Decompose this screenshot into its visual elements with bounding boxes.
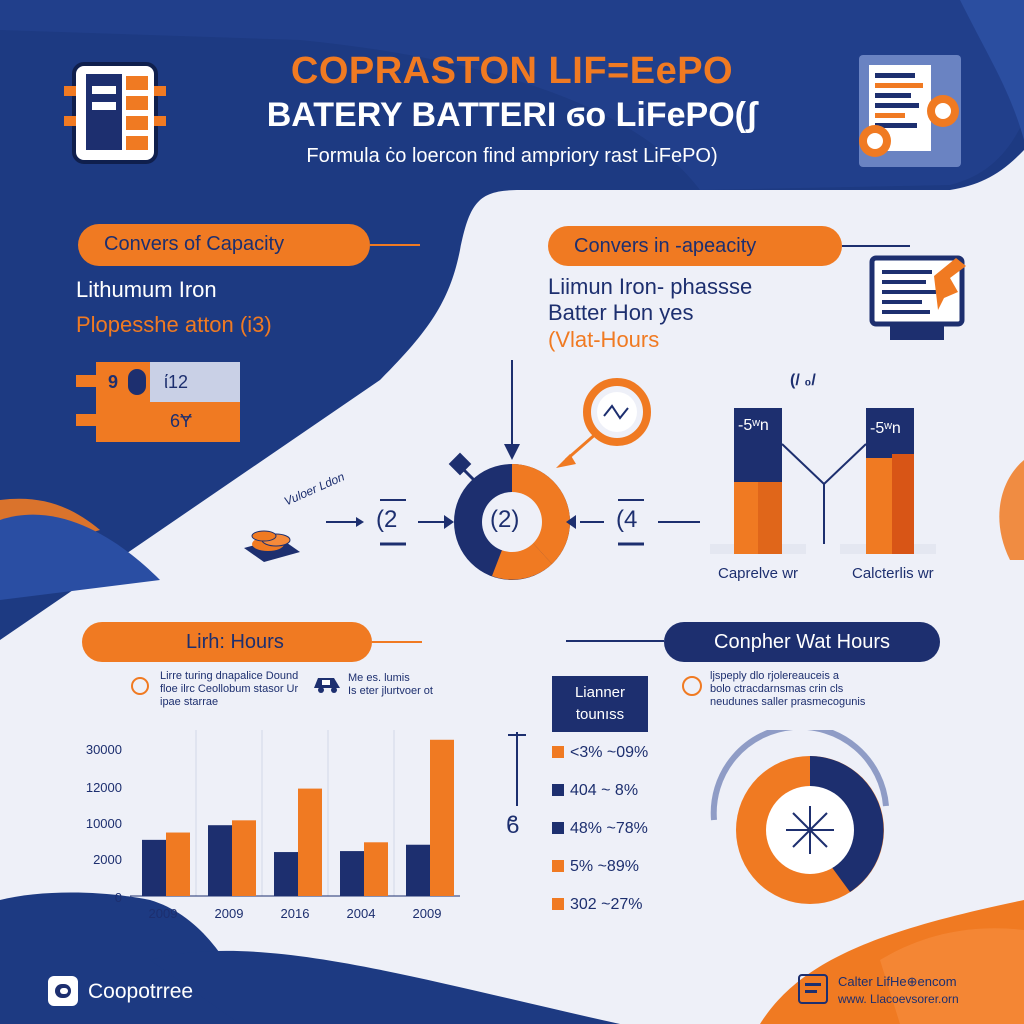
mini-bars (710, 408, 936, 554)
chart-bar-2-1 (166, 832, 190, 896)
chart-y-tick: 0 (114, 890, 122, 905)
chart-y-tick: 10000 (85, 816, 122, 831)
bottom-right-note: ljspeply dlo rjolereauceis a bolo ctracd… (710, 670, 866, 708)
left-line-2: Plopesshe atton (i3) (76, 312, 272, 337)
legend-axis-mark: ϐ (506, 812, 520, 839)
logo-icon (48, 976, 78, 1006)
bottom-left-note-a: Lirre turing dnapalice Dound floe ilrc C… (160, 670, 299, 708)
chart-x-tick: 2004 (346, 906, 376, 921)
legend-label: 404 ~ 8% (570, 782, 639, 799)
monitor-icon (869, 255, 966, 340)
footer-right-line1: Calter LifHe⊕encom (838, 974, 957, 989)
legend-title-line2: tounıss (575, 706, 625, 723)
legend-swatch (552, 860, 564, 872)
chart-y-tick: 12000 (85, 780, 122, 795)
left-line-1: Lithumum Iron (76, 277, 217, 302)
legend-swatch (552, 898, 564, 910)
info-circle-icon (131, 677, 149, 695)
bottom-right-pill: Conpher Wat Hours (664, 622, 940, 662)
pill-connector-bottom-right (566, 640, 664, 642)
document-icon (859, 55, 961, 167)
chart-bar-1-2 (208, 825, 232, 896)
capacity-dot (128, 369, 146, 395)
legend-item: 302 ~27% (552, 896, 643, 914)
info-circle-icon-right (682, 676, 702, 696)
legend-swatch (552, 746, 564, 758)
flow-step-left: (2 (376, 506, 398, 533)
chart-x-tick: 2016 (280, 906, 310, 921)
flow-step-right: (4 (616, 506, 638, 533)
pill-connector-bottom (372, 641, 422, 643)
car-icon (314, 678, 340, 693)
terminal-bottom (76, 414, 96, 426)
coin-stack-icon (244, 530, 300, 562)
right-line-3: (Vlat-Hours (548, 327, 660, 352)
capacity-value-bottom: 6Ɏ (170, 411, 193, 431)
footer-right-line2: www. Llacoevsorer.orn (838, 992, 959, 1006)
legend-label: <3% ~09% (570, 744, 649, 761)
legend-title-line1: Lianner (574, 684, 626, 701)
chart-bar-2-3 (298, 788, 322, 896)
pill-connector-right (842, 245, 910, 247)
chart-bar-1-5 (406, 844, 430, 896)
right-line-1: Liimun Iron- phassse (548, 274, 753, 299)
capacity-value-left: 9 (108, 372, 119, 392)
donut-gauge (710, 730, 889, 904)
capacity-block-bottom (96, 402, 240, 442)
legend-item: 404 ~ 8% (552, 782, 638, 800)
chart-y-tick: 30000 (85, 742, 122, 757)
legend-label: 48% ~78% (570, 820, 648, 837)
chart-bar-2-4 (364, 842, 388, 896)
legend-label: 302 ~27% (570, 896, 643, 913)
right-section-pill: Convers in -apeacity (548, 226, 842, 266)
chart-y-tick: 2000 (93, 852, 122, 867)
battery-icon (64, 62, 166, 164)
chart-x-tick: 2009 (412, 906, 442, 921)
mini-bar-left-caption: Caprelve wr (718, 565, 799, 582)
chart-bar-2-2 (232, 820, 256, 896)
mini-bar-right-caption: Calcterlis wr (852, 565, 934, 582)
capacity-value-right: ί12 (164, 372, 189, 392)
chart-bar-2-5 (430, 739, 454, 896)
mini-bars-marker: (/ ₀/ (790, 372, 816, 389)
pill-connector (370, 244, 420, 246)
legend-axis-line (516, 732, 518, 806)
chart-bar-1-3 (274, 852, 298, 896)
legend-item: <3% ~09% (552, 744, 648, 762)
bottom-left-pill: Lirh: Hours (82, 622, 372, 662)
terminal-top (76, 375, 96, 387)
page-title-line2: BATERY BATTERI ϭo LiFePO(ʃ (266, 96, 758, 134)
legend-item: 48% ~78% (552, 820, 648, 838)
flow-diagram (326, 360, 700, 580)
page-subtitle: Formula ċo loercon find ampriory rast Li… (306, 145, 718, 167)
chart-x-tick: 2009 (214, 906, 244, 921)
page-title: COPRASTON LIF=EePO (290, 50, 734, 92)
flow-step-center: (2) (490, 506, 520, 533)
left-section-pill: Convers of Capacity (78, 224, 370, 266)
footer-contact-icon (798, 974, 828, 1004)
legend-item: 5% ~89% (552, 858, 639, 876)
legend-label: 5% ~89% (570, 858, 639, 875)
legend-title-box: Lianner tounıss (552, 676, 648, 732)
bar-chart (130, 730, 460, 897)
legend-swatch (552, 822, 564, 834)
mini-bar-right-label: -5ʷn (870, 420, 901, 437)
legend-axis-cap (508, 734, 526, 736)
chart-bar-1-1 (142, 839, 166, 896)
mini-bar-left-label: -5ʷn (738, 417, 769, 434)
chart-x-tick: 2009 (148, 906, 178, 921)
chart-bar-1-4 (340, 851, 364, 896)
legend-swatch (552, 784, 564, 796)
right-line-2: Batter Hon yes (548, 300, 694, 325)
footer-brand: Coopotrree (88, 980, 194, 1003)
bottom-left-note-b: Me es. lumis Is eter jlurtvoer ot (348, 672, 433, 697)
